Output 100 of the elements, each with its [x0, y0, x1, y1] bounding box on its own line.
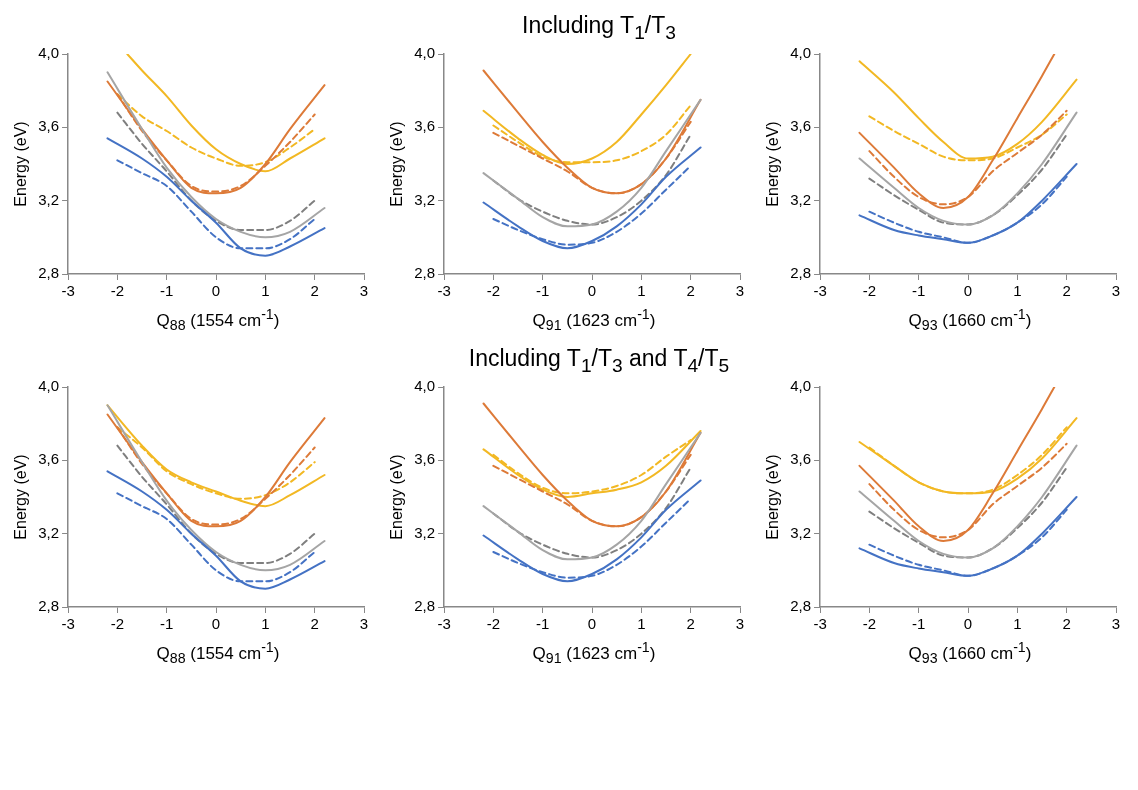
y-tick-label: 3,6: [790, 450, 812, 468]
x-tick-label: -1: [160, 615, 174, 633]
x-tick-label: -1: [912, 282, 926, 300]
line-series: [858, 444, 1078, 559]
x-tick-label: 0: [587, 282, 597, 300]
line-series: [106, 71, 326, 239]
x-tick-label: -3: [61, 615, 75, 633]
line-series: [492, 439, 692, 495]
line-series: [482, 146, 702, 250]
y-tick-label: 2,8: [38, 597, 60, 615]
y-axis-title: Energy (eV): [764, 454, 782, 540]
x-tick-label: -2: [486, 615, 501, 633]
x-tick-label: -3: [437, 282, 451, 300]
line-series: [106, 137, 326, 257]
x-tick-label: 1: [261, 282, 270, 300]
y-tick-label: 4,0: [38, 377, 60, 395]
y-tick-label: 3,6: [38, 450, 60, 468]
line-series: [116, 111, 316, 231]
y-tick-label: 3,2: [790, 523, 812, 541]
x-tick-label: -3: [437, 615, 451, 633]
y-tick-label: 3,6: [414, 117, 436, 135]
line-series: [482, 98, 702, 228]
x-tick-label: -2: [862, 615, 877, 633]
x-tick-label: 1: [1013, 282, 1022, 300]
x-tick-label: 3: [1111, 282, 1121, 300]
y-tick-label: 4,0: [414, 377, 436, 395]
line-series: [106, 413, 326, 528]
line-series: [482, 402, 702, 528]
x-tick-label: 3: [735, 615, 745, 633]
x-tick-label: 1: [637, 282, 646, 300]
line-series: [106, 470, 326, 590]
line-series: [482, 430, 702, 499]
y-tick-label: 4,0: [38, 44, 60, 62]
line-series: [116, 426, 316, 500]
y-tick-label: 3,2: [414, 523, 436, 541]
line-series: [858, 496, 1078, 577]
x-axis-title: Q$_{91}$ (1623 cm$^{-1}$): [531, 306, 657, 334]
y-tick-label: 2,8: [414, 264, 436, 282]
x-axis-title: Q$_{93}$ (1660 cm$^{-1}$): [907, 306, 1033, 334]
line-series: [482, 54, 692, 165]
x-tick-label: 1: [1013, 615, 1022, 633]
x-tick-label: -2: [486, 282, 501, 300]
x-tick-label: 3: [735, 282, 745, 300]
line-series: [116, 492, 316, 583]
x-tick-label: 2: [310, 615, 319, 633]
x-tick-label: 3: [1111, 615, 1121, 633]
x-tick-label: -2: [862, 282, 877, 300]
x-tick-label: 3: [359, 282, 369, 300]
y-tick-label: 3,2: [414, 190, 436, 208]
x-tick-label: -3: [813, 282, 827, 300]
line-series: [482, 431, 702, 561]
x-tick-label: 0: [963, 282, 973, 300]
y-tick-label: 3,2: [790, 190, 812, 208]
y-axis-title: Energy (eV): [12, 121, 30, 207]
x-tick-label: 0: [963, 615, 973, 633]
line-series: [858, 111, 1078, 226]
x-tick-label: 2: [1062, 282, 1071, 300]
y-tick-label: 4,0: [414, 44, 436, 62]
y-axis-title: Energy (eV): [388, 121, 406, 207]
x-tick-label: 0: [211, 615, 221, 633]
y-tick-label: 3,6: [790, 117, 812, 135]
x-tick-label: 2: [1062, 615, 1071, 633]
x-axis-title: Q$_{88}$ (1554 cm$^{-1}$): [155, 639, 281, 667]
x-tick-label: -2: [110, 615, 125, 633]
x-tick-label: 0: [587, 615, 597, 633]
y-axis-title: Energy (eV): [388, 454, 406, 540]
y-tick-label: 4,0: [790, 44, 812, 62]
x-tick-label: 3: [359, 615, 369, 633]
line-series: [482, 479, 702, 583]
y-tick-label: 4,0: [790, 377, 812, 395]
x-tick-label: 1: [261, 615, 270, 633]
line-series: [858, 60, 1078, 160]
x-tick-label: -3: [61, 282, 75, 300]
x-axis-title: Q$_{93}$ (1660 cm$^{-1}$): [907, 639, 1033, 667]
x-tick-label: -1: [912, 615, 926, 633]
x-axis-title: Q$_{91}$ (1623 cm$^{-1}$): [531, 639, 657, 667]
x-tick-label: 2: [686, 282, 695, 300]
x-tick-label: -1: [536, 615, 550, 633]
line-series: [106, 80, 326, 195]
y-tick-label: 2,8: [414, 597, 436, 615]
line-series: [858, 163, 1078, 244]
y-axis-title: Energy (eV): [12, 454, 30, 540]
line-series: [482, 69, 702, 195]
line-series: [106, 404, 326, 572]
line-series: [116, 444, 316, 565]
line-series: [116, 159, 316, 250]
x-tick-label: -1: [536, 282, 550, 300]
chart-title: Including T$_{1}$/T$_{3}$: [521, 11, 677, 43]
y-tick-label: 2,8: [790, 264, 812, 282]
x-tick-label: -3: [813, 615, 827, 633]
y-tick-label: 2,8: [38, 264, 60, 282]
line-series: [858, 417, 1078, 495]
y-tick-label: 2,8: [790, 597, 812, 615]
line-series: [106, 404, 326, 508]
x-tick-label: 0: [211, 282, 221, 300]
chart-title: Including T$_{1}$/T$_{3}$ and T$_{4}$/T$_{5}$: [467, 344, 731, 376]
x-tick-label: 1: [637, 615, 646, 633]
y-tick-label: 3,6: [414, 450, 436, 468]
x-tick-label: -2: [110, 282, 125, 300]
x-tick-label: 2: [310, 282, 319, 300]
